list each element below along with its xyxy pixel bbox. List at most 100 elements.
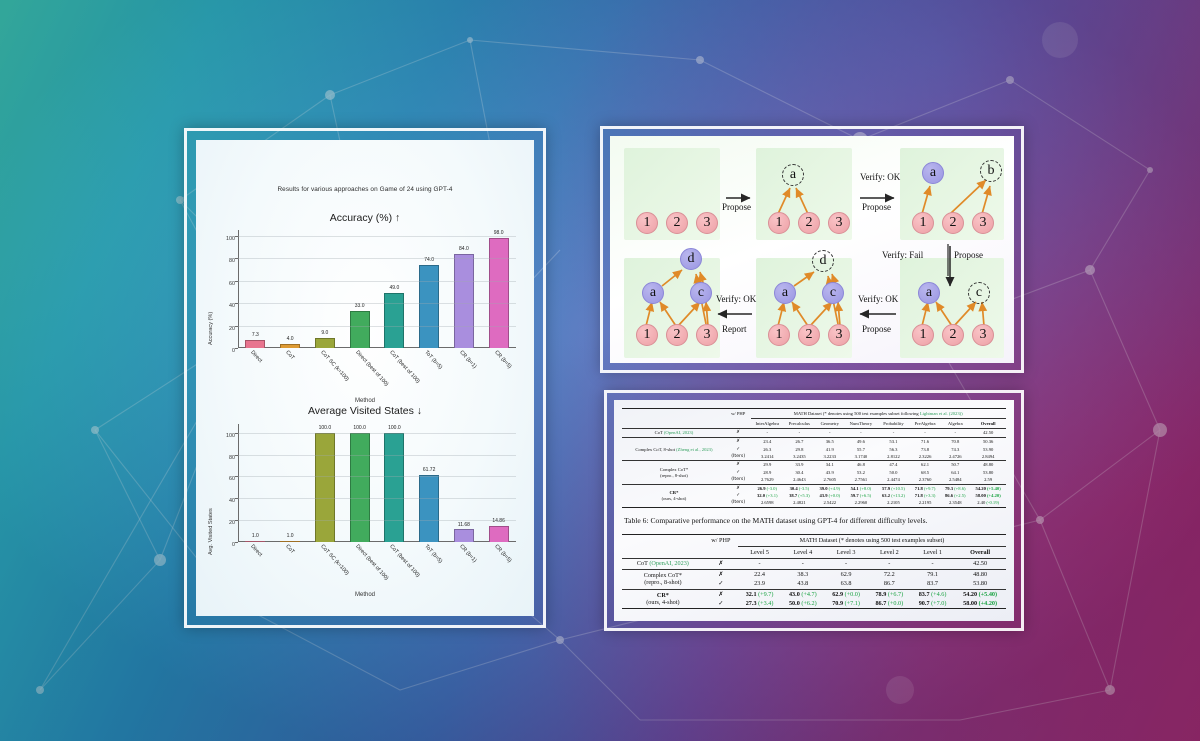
table-row[interactable]: ✓ 28.9 30.4 43.9 53.2 50.0 68.5 64.1 53.80 <box>622 469 1006 476</box>
chart-panel[interactable]: Results for various approaches on Game o… <box>184 128 546 628</box>
table-row[interactable]: CoT (OpenAI, 2023) ✗ - - - - - - -42.50 <box>622 427 1006 438</box>
accuracy-x-axis-label: Method <box>354 398 375 404</box>
column-header: Overall <box>980 420 996 426</box>
y-tick-mark <box>235 476 238 478</box>
bar[interactable] <box>453 529 474 542</box>
bar[interactable] <box>419 264 440 348</box>
table-cell: 46.8 <box>844 460 878 469</box>
bar-value-label: 14.86 <box>492 518 505 525</box>
table-row[interactable]: ✓ 32.0 (+3.1) 38.7 (+5.3) 43.9 (+0.0) 59.7 (… <box>622 492 1006 499</box>
table-cell: 43.9 (+0.0) <box>819 493 841 499</box>
php-flag: ✗ <box>725 460 751 469</box>
bar[interactable] <box>245 540 266 542</box>
bar-slot: 84.0 CR (b=1) <box>447 230 482 370</box>
table-cell: 43.8 <box>797 580 809 588</box>
php-flag: ✗ <box>725 437 751 446</box>
charts-supertitle: Results for various approaches on Game o… <box>277 186 453 193</box>
bar-slot: 61.72 ToT (b=5) <box>412 424 447 565</box>
bar[interactable] <box>245 339 266 348</box>
table-row[interactable]: CR* (ours, 4-shot) ✗ 32.1 (+9.7) 43.0 (+4.7)… <box>622 588 1006 609</box>
table-cell: 71.6 <box>909 437 941 446</box>
table-panel[interactable]: w/ PHP MATH Dataset (* denotes using 500 … <box>604 390 1024 631</box>
bar[interactable] <box>280 343 301 348</box>
table-row[interactable]: (Iters) 2.7629 2.4643 2.7605 2.7561 2.4474 2.3… <box>622 476 1006 484</box>
bar[interactable] <box>384 432 405 542</box>
table-math-levels[interactable]: w/ PHP MATH Dataset (* denotes using 500 … <box>622 533 1006 609</box>
table-spanner-row: w/ PHP MATH Dataset (* denotes using 500 … <box>622 407 1006 420</box>
diagram-node-a: a <box>922 162 944 184</box>
gridline <box>238 303 516 305</box>
x-tick-label: CR (b=1) <box>458 349 478 370</box>
x-tick-label: CoT (best of 100) <box>388 543 422 579</box>
table-cell: 2.2105 <box>887 500 900 506</box>
table-cell: 47.4 <box>877 460 910 469</box>
diagram-label-verify-ok-3: Verify: OK <box>716 294 757 304</box>
php-flag: ✓ <box>718 580 724 588</box>
row-label-header <box>622 533 704 547</box>
bar[interactable] <box>488 525 509 542</box>
table-row[interactable]: ✓ 23.9 43.8 63.8 86.7 83.7 53.80 <box>622 579 1006 589</box>
diagram-node-a: a <box>642 282 664 304</box>
y-tick-mark <box>235 235 238 237</box>
table-row[interactable]: (Iters) 2.6598 2.4821 2.5422 2.2960 2.2105 2.2… <box>622 499 1006 506</box>
x-tick-label: Direct (best of 100) <box>353 543 389 582</box>
php-flag: ✗ <box>725 427 751 438</box>
column-header: Probability <box>883 420 904 426</box>
bar[interactable] <box>349 310 370 348</box>
bar-slot: 1.0 Direct <box>238 424 273 558</box>
table-row[interactable]: CR* (ours, 4-shot) ✗ 26.9 (-3.0) 30.4 (-3.5)… <box>622 483 1006 507</box>
y-tick-mark <box>235 303 238 305</box>
table-cell: 2.2195 <box>918 500 932 506</box>
table-row[interactable]: ✓ 27.3 (+3.4) 50.0 (+6.2) 70.9 (+7.1) 86.7 (… <box>622 599 1006 608</box>
bar[interactable] <box>314 337 335 348</box>
table-cell: 56.3 <box>889 446 898 452</box>
table-row[interactable]: Complex CoT* (repro., 8-shot) ✗ 22.4 38.3 62.… <box>622 568 1006 590</box>
bar[interactable] <box>314 432 335 542</box>
bar-value-label: 100.0 <box>388 425 401 432</box>
table-row[interactable]: Complex CoT, 8-shot (Zheng et al., 2023)… <box>622 437 1006 461</box>
diagram-label-verify-fail: Verify: Fail <box>882 250 924 260</box>
bar[interactable] <box>280 540 301 542</box>
table-cell: 54.20 (+5.40) <box>970 483 1006 493</box>
bar[interactable] <box>419 474 440 542</box>
diagram-node-1: 1 <box>768 212 790 234</box>
table-cell: 54.20 (+5.40) <box>954 588 1006 599</box>
php-flag: ✓ <box>736 446 741 452</box>
diagram-node-a: a <box>918 282 940 304</box>
table-row[interactable]: ✓ 26.3 29.8 41.9 55.7 56.3 73.8 74.3 53.90 <box>622 446 1006 453</box>
x-tick-label: CoT <box>284 349 296 362</box>
table-cell: - <box>909 427 941 438</box>
y-tick-mark <box>235 498 238 500</box>
bar-slot: 7.3 Direct <box>238 230 273 364</box>
table-cell: 59.7 (+6.5) <box>850 493 872 499</box>
column-header: Level 5 <box>750 548 769 556</box>
bar-slot: 100.0 CoT SC (k=100) <box>308 424 350 577</box>
table-column-header-row: Level 5 Level 4 Level 3 Level 2 Level 1 Overa… <box>622 547 1006 558</box>
table-cell: 54.1 (+8.0) <box>844 483 878 493</box>
table-row[interactable]: (Iters) 3.2414 3.2435 3.2233 3.1740 2.8122 2.3… <box>622 453 1006 461</box>
diagram-panel[interactable]: 1 2 3 1 2 3 a 1 2 3 a b 1 2 3 a c 1 2 3 … <box>600 126 1024 373</box>
column-header: Precalculus <box>788 420 810 426</box>
table-cell: 2.7629 <box>760 477 774 483</box>
table-cell: 2.7605 <box>823 477 837 483</box>
bar-slot: 49.0 CoT (best of 100) <box>377 230 421 385</box>
table-row[interactable]: Complex CoT* (repro., 8-shot) ✗ 29.9 33.9 34.… <box>622 460 1006 485</box>
table-cell: 36.5 <box>814 437 845 446</box>
accuracy-bars: 7.3 Direct 4.0 CoT 9.0 CoT SC (k=100) 33.0 Dire… <box>238 230 516 388</box>
table-bottom-wrapper: w/ PHP MATH Dataset (* denotes using 500 … <box>622 533 1006 609</box>
y-tick-mark <box>235 520 238 522</box>
bar[interactable] <box>384 292 405 348</box>
table-cell: 83.7 <box>927 580 938 588</box>
row-label: Complex CoT* (repro., 8-shot) <box>622 568 704 590</box>
table-cell: 79.1 <box>910 568 955 580</box>
table-cell: 43.0 (+4.7) <box>781 588 825 599</box>
table-math-subjects[interactable]: w/ PHP MATH Dataset (* denotes using 500 … <box>622 407 1006 508</box>
bar[interactable] <box>488 237 509 348</box>
table-cell: 26.3 <box>763 446 772 452</box>
bar[interactable] <box>453 253 474 348</box>
bar-slot: 11.68 CR (b=1) <box>447 424 482 564</box>
y-tick-label: 0 <box>232 348 235 354</box>
diagram-node-d: d <box>680 248 702 270</box>
bar[interactable] <box>349 432 370 542</box>
table-row[interactable]: CoT (OpenAI, 2023) ✗ - - - - -42.50 <box>622 557 1006 570</box>
